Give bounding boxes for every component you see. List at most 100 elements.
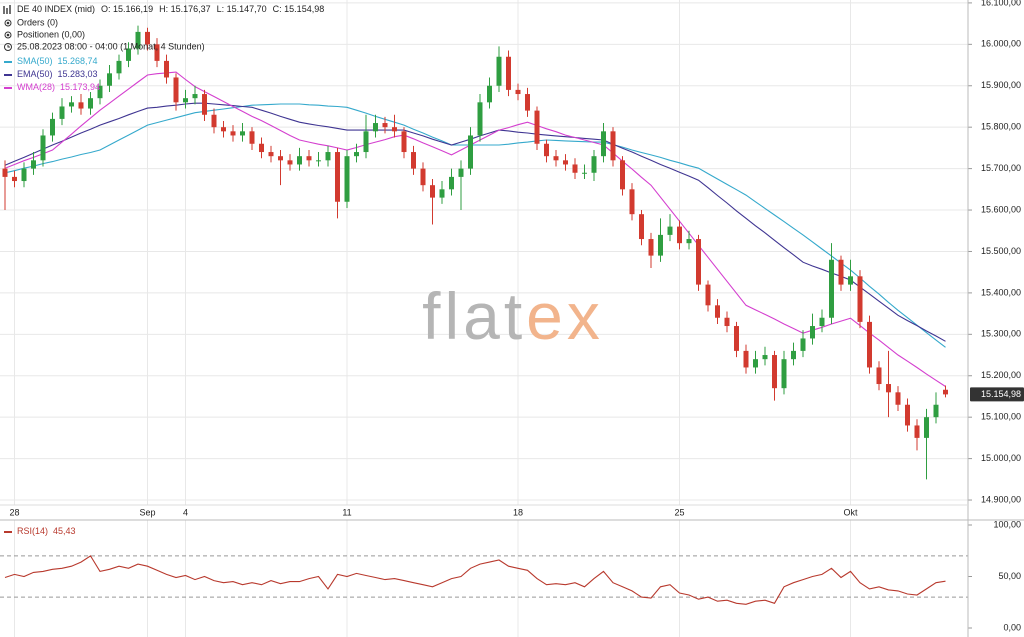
candle-body — [202, 94, 207, 115]
candle-body — [183, 98, 188, 103]
x-tick-label: 18 — [513, 507, 523, 517]
candle-body — [914, 425, 920, 438]
candle-body — [354, 152, 359, 157]
clock-icon — [4, 43, 12, 51]
candle-body — [667, 226, 673, 235]
candle-body — [800, 338, 806, 351]
candle-body — [31, 160, 36, 169]
candle-body — [154, 44, 160, 61]
candle-body — [724, 317, 730, 327]
candle-body — [715, 305, 720, 318]
candle-body — [819, 317, 825, 327]
candle-body — [677, 226, 682, 244]
x-tick-label: Okt — [843, 507, 858, 517]
ohlc: L: 15.147,70 — [217, 4, 267, 14]
watermark: flatex — [422, 279, 604, 353]
y-tick-label: 16.100,00 — [981, 0, 1021, 7]
candle-body — [145, 31, 150, 45]
candle-body — [924, 417, 929, 438]
candle-body — [40, 135, 46, 161]
candle-body — [496, 56, 502, 86]
candle-body — [781, 359, 787, 389]
candle-body — [648, 239, 654, 256]
candle-body — [477, 102, 483, 136]
candle-body — [21, 168, 27, 182]
candle-body — [810, 326, 815, 339]
candle-body — [259, 143, 264, 153]
candle-body — [639, 214, 644, 240]
candle-body — [506, 56, 511, 90]
candle-body — [59, 106, 65, 119]
candle-body — [753, 359, 758, 368]
candle-body — [278, 156, 283, 161]
candle-body — [867, 321, 872, 368]
candle-body — [316, 160, 321, 162]
legend-entry: EMA(50) 15.283,03 — [17, 69, 98, 79]
candle-body — [97, 85, 103, 99]
watermark-layer: flatex — [422, 279, 604, 353]
candle-body — [363, 131, 369, 153]
candle-body — [487, 85, 492, 103]
line-series — [4, 102, 946, 342]
candle-body — [12, 176, 17, 182]
y-tick-label: 50,00 — [998, 571, 1021, 581]
orders[interactable]: Orders (0) — [17, 17, 58, 27]
last-price-tag — [970, 387, 1024, 402]
candle-body — [534, 110, 540, 144]
line-series — [4, 555, 946, 605]
positions-icon — [4, 31, 12, 39]
legend-value: 15.173,94 — [60, 82, 100, 92]
ohlc: O: 15.166,19 — [101, 4, 153, 14]
candle-body — [221, 127, 226, 132]
candle-body — [411, 152, 416, 169]
candle-body — [116, 60, 122, 74]
candle-body — [658, 234, 663, 256]
candle-body — [430, 185, 435, 198]
header: DE 40 INDEX (mid) O: 15.166,19 H: 15.176,3… — [17, 4, 324, 14]
x-tick-label: 11 — [342, 507, 351, 517]
last-price-label: 15.154,98 — [981, 389, 1021, 399]
positions[interactable]: Positionen (0,00) — [17, 29, 85, 39]
legend-name: RSI(14) — [17, 526, 48, 536]
candle-body — [515, 89, 521, 95]
candle-body — [848, 276, 853, 285]
candle-body — [373, 123, 378, 132]
candle-body — [192, 94, 198, 99]
candle-body — [743, 350, 749, 368]
candle-body — [876, 367, 882, 385]
legend-entry: SMA(50) 15.268,74 — [17, 56, 98, 66]
candle-body — [344, 156, 350, 202]
candle-body — [601, 131, 606, 157]
candle-body — [544, 143, 549, 157]
x-tick-label: 4 — [183, 507, 188, 517]
candle-body — [107, 73, 112, 86]
candle-body — [230, 131, 236, 136]
orders-icon — [6, 21, 10, 25]
candle-body — [762, 355, 768, 360]
candle-body — [582, 172, 587, 174]
chart-icon — [3, 5, 11, 14]
y-tick-label: 15.900,00 — [981, 80, 1021, 90]
candle-body — [135, 31, 141, 49]
candle-body — [895, 392, 901, 405]
candle-body — [382, 123, 388, 128]
candle-body — [164, 60, 169, 78]
period: 25.08.2023 08:00 - 04:00 (1 Monat, 4 Stu… — [17, 41, 205, 51]
y-tick-label: 15.700,00 — [981, 163, 1021, 173]
candle-body — [857, 276, 863, 322]
legend-value: 45,43 — [53, 526, 76, 536]
legend-entry: RSI(14) 45,43 — [17, 526, 76, 536]
line-series — [4, 71, 946, 387]
candle-body — [78, 102, 84, 109]
y-tick-label: 15.500,00 — [981, 246, 1021, 256]
candle-body — [620, 160, 625, 190]
candle-body — [610, 131, 616, 161]
ohlc: H: 15.176,37 — [159, 4, 211, 14]
candle-body — [392, 127, 397, 132]
y-tick-label: 0,00 — [1003, 622, 1021, 632]
candle-body — [401, 131, 407, 153]
candle-body — [420, 168, 426, 186]
candle-body — [287, 160, 293, 165]
legend-value: 15.283,03 — [58, 69, 98, 79]
y-tick-label: 15.100,00 — [981, 412, 1021, 422]
